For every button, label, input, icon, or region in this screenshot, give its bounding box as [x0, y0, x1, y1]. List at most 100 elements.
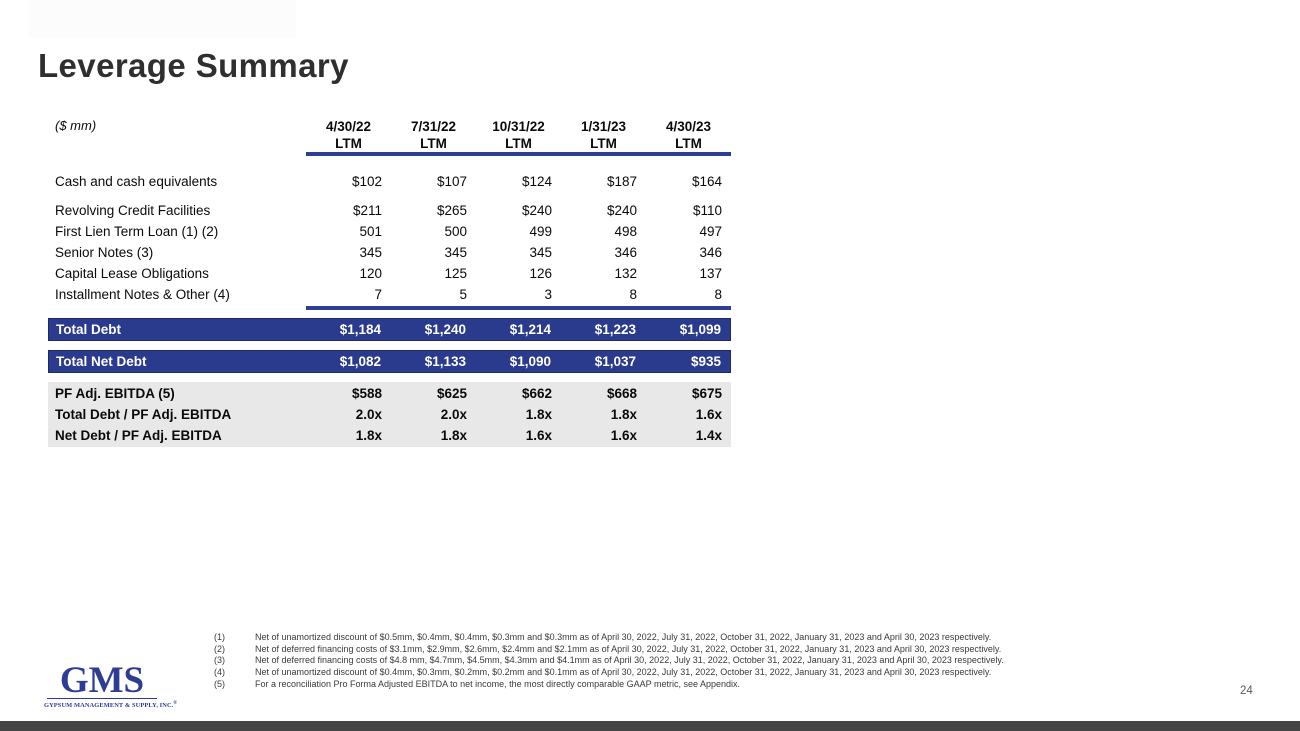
cell-value: $675	[691, 386, 722, 401]
column-header-date: 4/30/22	[325, 119, 372, 134]
cell-value: 345	[444, 245, 467, 260]
debt-rows: Cash and cash equivalents $102 $107 $124 $18…	[48, 171, 731, 305]
registered-mark: ®	[173, 700, 178, 706]
cell-value: $1,240	[424, 322, 466, 337]
table-header-row: ($ mm) 4/30/22 LTM 7/31/22 LTM 10/31/22 LTM 1/…	[48, 118, 731, 152]
cell-value: 2.0x	[440, 407, 467, 422]
cell-value: $124	[521, 174, 552, 189]
cell-value: $240	[521, 203, 552, 218]
cell-value: $1,223	[594, 322, 636, 337]
footnote-text: Net of unamortized discount of $0.4mm, $…	[255, 667, 992, 678]
header-underline	[306, 152, 731, 156]
subtotal-underline	[306, 306, 731, 310]
footnotes: (1) Net of unamortized discount of $0.5mm…	[214, 632, 1114, 691]
cell-value: 500	[444, 224, 467, 239]
row-label: Cash and cash equivalents	[55, 174, 218, 189]
gms-logo-rule	[47, 698, 157, 699]
column-header-period: LTM	[335, 136, 362, 151]
footnote-text: Net of deferred financing costs of $3.1m…	[255, 643, 1002, 654]
cell-value: $935	[690, 354, 721, 369]
table-row: Senior Notes (3) 345 345 345 346 346	[48, 242, 731, 263]
metrics-block: PF Adj. EBITDA (5) $588 $625 $662 $668 $675 To…	[48, 382, 731, 447]
column-header: 4/30/22 LTM	[306, 118, 391, 152]
column-header: 4/30/23 LTM	[646, 118, 731, 152]
column-header-date: 10/31/22	[492, 119, 545, 134]
column-header-date: 1/31/23	[580, 119, 627, 134]
row-label: First Lien Term Loan (1) (2)	[55, 224, 219, 239]
footnote: (1) Net of unamortized discount of $0.5mm…	[214, 632, 1114, 644]
column-header-period: LTM	[675, 136, 702, 151]
column-header-period: LTM	[590, 136, 617, 151]
cell-value: 1.6x	[525, 428, 552, 443]
footnote: (4) Net of unamortized discount of $0.4mm…	[214, 667, 1114, 679]
cell-value: 8	[714, 287, 722, 302]
cell-value: 499	[529, 224, 552, 239]
background-artifact	[28, 0, 296, 38]
leverage-table: ($ mm) 4/30/22 LTM 7/31/22 LTM 10/31/22 LTM 1/…	[48, 118, 731, 447]
cell-value: 7	[374, 287, 382, 302]
page-number: 24	[1240, 685, 1253, 697]
total-row: Total Debt $1,184 $1,240 $1,214 $1,223 $1,099	[48, 318, 731, 341]
cell-value: 132	[614, 266, 637, 281]
cell-value: 126	[529, 266, 552, 281]
table-row: Installment Notes & Other (4) 7 5 3 8 8	[48, 284, 731, 305]
units-label: ($ mm)	[55, 118, 97, 133]
cell-value: $668	[606, 386, 637, 401]
footnote-text: Net of deferred financing costs of $4.8 …	[255, 655, 1004, 666]
cell-value: $625	[436, 386, 467, 401]
column-header: 1/31/23 LTM	[561, 118, 646, 152]
gms-logo-tagline: GYPSUM MANAGEMENT & SUPPLY, INC.®	[44, 701, 177, 709]
metric-row: PF Adj. EBITDA (5) $588 $625 $662 $668 $675	[48, 383, 731, 404]
cell-value: 1.8x	[610, 407, 637, 422]
cell-value: 346	[614, 245, 637, 260]
cell-value: $662	[521, 386, 552, 401]
table-row: First Lien Term Loan (1) (2) 501 500 499 498…	[48, 221, 731, 242]
cell-value: $211	[352, 203, 382, 218]
footnote-number: (5)	[214, 678, 225, 689]
cell-value: $1,214	[509, 322, 551, 337]
footnote: (2) Net of deferred financing costs of $3…	[214, 644, 1114, 656]
cell-value: 120	[359, 266, 382, 281]
cell-value: 5	[459, 287, 467, 302]
row-label: PF Adj. EBITDA (5)	[55, 386, 175, 401]
cell-value: $110	[692, 203, 722, 218]
row-label: Revolving Credit Facilities	[55, 203, 211, 218]
row-label: Net Debt / PF Adj. EBITDA	[55, 428, 222, 443]
total-row: Total Net Debt $1,082 $1,133 $1,090 $1,037 $9…	[48, 350, 731, 373]
cell-value: 125	[444, 266, 467, 281]
cell-value: $1,099	[679, 322, 721, 337]
footnote-number: (1)	[214, 632, 225, 642]
footnote: (5) For a reconciliation Pro Forma Adjust…	[214, 679, 1114, 691]
cell-value: 1.8x	[355, 428, 382, 443]
cell-value: $107	[436, 174, 467, 189]
footnote-number: (3)	[214, 655, 225, 666]
cell-value: 1.6x	[610, 428, 637, 443]
cell-value: $265	[436, 203, 467, 218]
metric-row: Net Debt / PF Adj. EBITDA 1.8x 1.8x 1.6x 1.6…	[48, 425, 731, 446]
cell-value: 345	[359, 245, 382, 260]
table-row: Capital Lease Obligations 120 125 126 132 137	[48, 263, 731, 284]
cell-value: 1.8x	[525, 407, 552, 422]
metric-row: Total Debt / PF Adj. EBITDA 2.0x 2.0x 1.8x 1…	[48, 404, 731, 425]
cell-value: $102	[351, 174, 382, 189]
row-label: Installment Notes & Other (4)	[55, 287, 230, 302]
row-label: Total Debt	[56, 322, 121, 337]
cell-value: 1.4x	[695, 428, 722, 443]
table-row: Cash and cash equivalents $102 $107 $124 $18…	[48, 171, 731, 192]
column-header-period: LTM	[420, 136, 447, 151]
column-header: 7/31/22 LTM	[391, 118, 476, 152]
cell-value: $1,037	[594, 354, 636, 369]
footnote-text: For a reconciliation Pro Forma Adjusted …	[255, 678, 741, 689]
bottom-bar	[0, 721, 1300, 731]
cell-value: $1,133	[424, 354, 466, 369]
column-header-period: LTM	[505, 136, 532, 151]
gms-logo-text: GMS	[59, 660, 145, 701]
cell-value: $164	[691, 174, 722, 189]
cell-value: 497	[699, 224, 722, 239]
cell-value: 1.6x	[695, 407, 722, 422]
cell-value: $1,184	[339, 322, 381, 337]
table-row: Revolving Credit Facilities $211 $265 $240 $…	[48, 200, 731, 221]
row-label: Senior Notes (3)	[55, 245, 154, 260]
cell-value: 498	[614, 224, 637, 239]
